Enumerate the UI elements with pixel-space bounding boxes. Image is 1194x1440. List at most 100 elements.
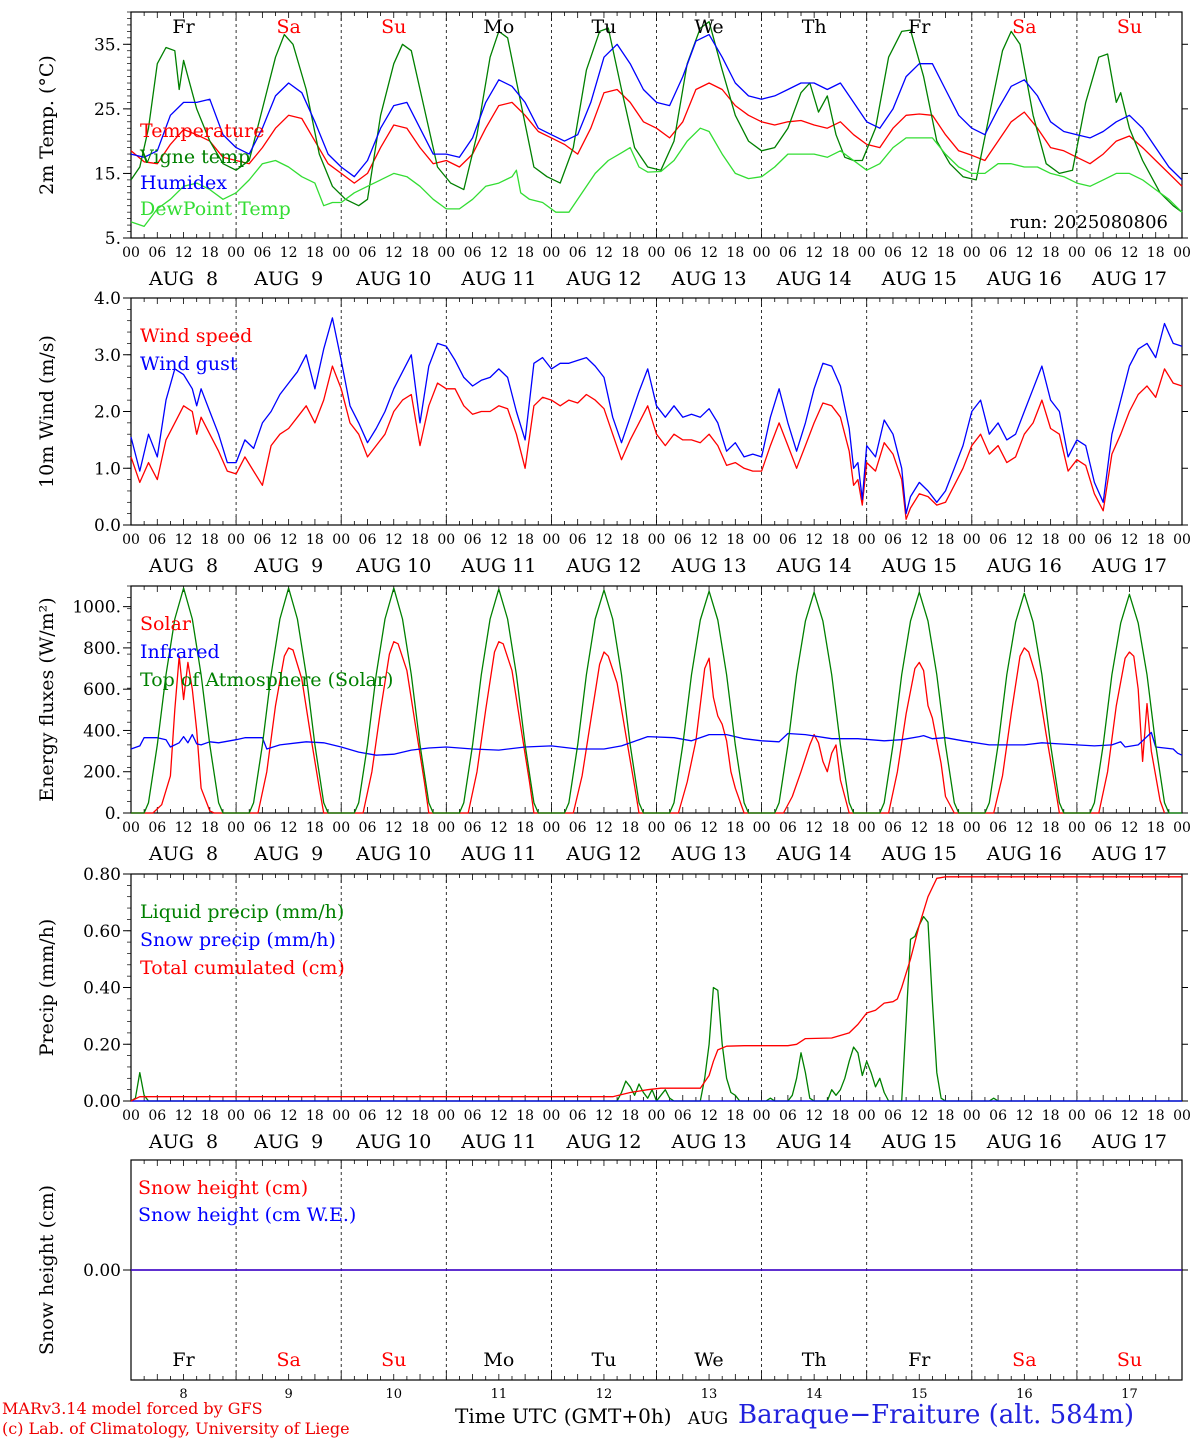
hour-tick-label: 12 <box>175 820 193 836</box>
date-label: AUG 12 <box>565 555 641 577</box>
hour-tick-label: 12 <box>805 532 823 548</box>
hour-tick-label: 12 <box>910 245 928 261</box>
date-label: AUG 8 <box>148 1131 218 1153</box>
hour-tick-label: 00 <box>1068 532 1086 548</box>
y-axis-label: Energy fluxes (W/m²) <box>36 597 58 801</box>
hour-tick-label: 18 <box>201 820 219 836</box>
y-tick-label: 25. <box>94 100 121 120</box>
hour-tick-label: 06 <box>253 245 271 261</box>
chart-panel-2: 0.0 1.0 2.0 3.0 4.0 10m Wind (m/s) Wind speed W… <box>36 289 1191 577</box>
day-name-label: Fr <box>172 1349 195 1371</box>
hour-tick-label: 00 <box>227 245 245 261</box>
hour-tick-label: 06 <box>148 1108 166 1124</box>
hour-tick-label: 00 <box>332 820 350 836</box>
hour-tick-label: 18 <box>937 245 955 261</box>
hour-tick-label: 00 <box>437 245 455 261</box>
hour-tick-label: 12 <box>1121 1108 1139 1124</box>
hour-tick-label: 06 <box>569 245 587 261</box>
y-axis-label: Snow height (cm) <box>36 1185 58 1355</box>
date-label: AUG 17 <box>1091 1131 1167 1153</box>
hour-tick-label: 06 <box>359 245 377 261</box>
y-tick-label: 5. <box>105 229 121 249</box>
legend-entry: Top of Atmosphere (Solar) <box>140 669 393 691</box>
date-label: AUG 10 <box>355 843 431 865</box>
hour-tick-label: 12 <box>490 532 508 548</box>
date-label: AUG 14 <box>776 843 852 865</box>
y-tick-label: 800. <box>83 639 121 659</box>
hour-tick-label: 06 <box>464 820 482 836</box>
hour-tick-label: 18 <box>832 1108 850 1124</box>
hour-tick-label: 06 <box>148 245 166 261</box>
hour-tick-label: 12 <box>175 1108 193 1124</box>
day-number-label: 14 <box>806 1387 823 1402</box>
hour-tick-label: 18 <box>832 532 850 548</box>
hour-tick-label: 18 <box>411 1108 429 1124</box>
hour-tick-label: 06 <box>989 1108 1007 1124</box>
hour-tick-label: 06 <box>989 820 1007 836</box>
hour-tick-label: 12 <box>700 532 718 548</box>
hour-tick-label: 00 <box>542 245 560 261</box>
hour-tick-label: 12 <box>805 1108 823 1124</box>
hour-tick-label: 06 <box>779 532 797 548</box>
hour-tick-label: 12 <box>595 532 613 548</box>
day-name-label: Th <box>802 1349 827 1371</box>
hour-tick-label: 12 <box>280 532 298 548</box>
legend-entry: Wind gust <box>140 353 238 375</box>
hour-tick-label: 00 <box>1173 245 1191 261</box>
day-name-label: Fr <box>172 16 195 38</box>
day-name-label: We <box>694 16 723 38</box>
date-label: AUG 11 <box>460 268 536 290</box>
series-line-dewpoint-temp <box>130 127 1183 228</box>
series-line-total-cumulated-cm- <box>130 876 1182 1102</box>
hour-tick-label: 00 <box>648 820 666 836</box>
day-name-label: Tu <box>591 16 616 38</box>
hour-tick-label: 18 <box>411 820 429 836</box>
y-tick-label: 1.0 <box>94 459 121 479</box>
series-line-vigne-temp <box>130 21 1183 213</box>
hour-tick-label: 06 <box>884 1108 902 1124</box>
series-line-liquid-precip-mm-h- <box>130 915 1182 1102</box>
hour-tick-label: 00 <box>858 1108 876 1124</box>
day-name-label: Su <box>1117 16 1142 38</box>
hour-tick-label: 06 <box>989 245 1007 261</box>
day-number-label: 8 <box>179 1387 187 1402</box>
date-label: AUG 11 <box>460 1131 536 1153</box>
date-label: AUG 14 <box>776 1131 852 1153</box>
date-label: AUG 17 <box>1091 268 1167 290</box>
hour-tick-label: 00 <box>858 820 876 836</box>
hour-tick-label: 12 <box>280 820 298 836</box>
hour-tick-label: 06 <box>989 532 1007 548</box>
hour-tick-label: 12 <box>595 245 613 261</box>
hour-tick-label: 00 <box>753 245 771 261</box>
hour-tick-label: 00 <box>227 820 245 836</box>
day-number-label: 12 <box>596 1387 613 1402</box>
hour-tick-label: 06 <box>359 532 377 548</box>
hour-tick-label: 06 <box>884 820 902 836</box>
hour-tick-label: 00 <box>122 820 140 836</box>
day-number-label: 11 <box>491 1387 508 1402</box>
hour-tick-label: 06 <box>253 1108 271 1124</box>
hour-tick-label: 12 <box>490 1108 508 1124</box>
y-tick-label: 600. <box>83 680 121 700</box>
hour-tick-label: 18 <box>1147 532 1165 548</box>
date-label: AUG 8 <box>148 268 218 290</box>
day-name-label: Sa <box>1012 1349 1036 1371</box>
hour-tick-label: 00 <box>963 245 981 261</box>
date-label: AUG 17 <box>1091 555 1167 577</box>
chart-panel-4: 0.00 0.20 0.40 0.60 0.80 Precip (mm/h) Liquid … <box>36 865 1191 1153</box>
day-name-label: Th <box>802 16 827 38</box>
date-label: AUG 16 <box>986 555 1062 577</box>
hour-tick-label: 00 <box>753 532 771 548</box>
y-tick-label: 0. <box>105 804 121 824</box>
hour-tick-label: 12 <box>490 245 508 261</box>
hour-tick-label: 06 <box>1094 532 1112 548</box>
hour-tick-label: 06 <box>464 532 482 548</box>
date-label: AUG 15 <box>881 843 957 865</box>
hour-tick-label: 18 <box>621 532 639 548</box>
hour-tick-label: 06 <box>148 532 166 548</box>
day-number-label: 10 <box>385 1387 402 1402</box>
hour-tick-label: 06 <box>253 820 271 836</box>
hour-tick-label: 06 <box>674 1108 692 1124</box>
hour-tick-label: 12 <box>1121 532 1139 548</box>
